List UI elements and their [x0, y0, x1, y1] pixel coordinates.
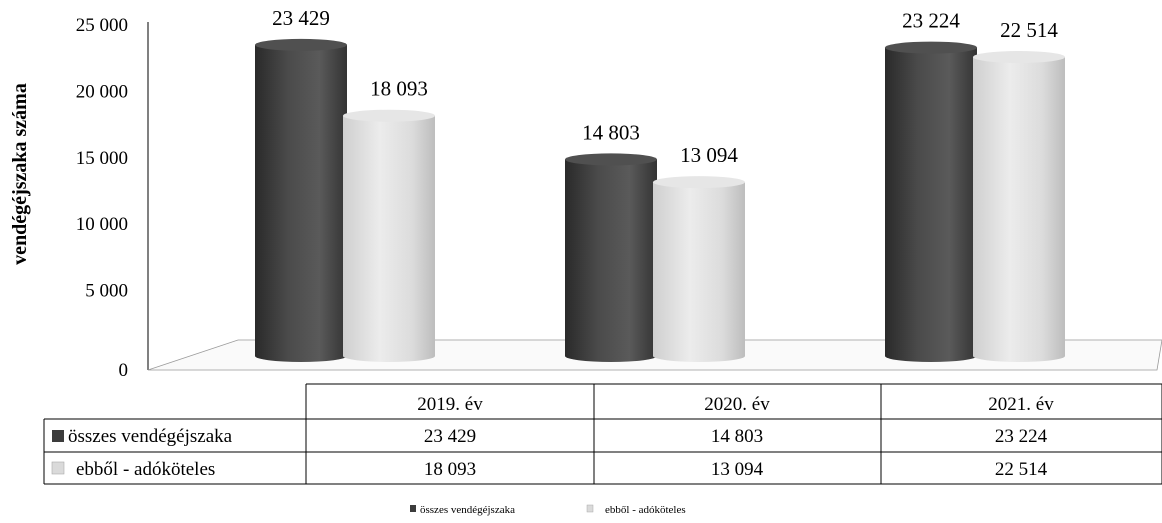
y-tick-label: 20 000 [76, 81, 128, 102]
table-cell: 23 429 [424, 426, 476, 447]
legend-key-series2 [586, 504, 594, 513]
table-cell: 22 514 [995, 459, 1048, 480]
table-row2-legend-key [51, 461, 65, 475]
data-label: 18 093 [370, 77, 428, 101]
bar-top-cap [565, 153, 657, 166]
bar-top-cap [343, 109, 435, 122]
legend-label-series2: ebből - adóköteles [605, 504, 686, 516]
table-row1-label: összes vendégéjszaka [68, 426, 233, 447]
bar-adokoteles-2 [973, 57, 1065, 363]
bar-osszes-2 [885, 47, 977, 363]
bar-osszes-0 [255, 44, 347, 362]
y-tick-label: 0 [119, 360, 129, 381]
data-label: 23 429 [272, 6, 330, 30]
bars-group [255, 38, 1065, 363]
y-tick-label: 15 000 [76, 148, 128, 169]
table-header-2020: 2020. év [704, 394, 770, 415]
table-row2-label: ebből - adóköteles [76, 459, 215, 480]
table-header-2019: 2019. év [417, 394, 483, 415]
legend-key-series1 [410, 505, 416, 512]
data-label: 23 224 [902, 9, 960, 33]
table-cell: 14 803 [711, 426, 763, 447]
y-axis-ticks: 0 5 000 10 000 15 000 20 000 25 000 [76, 15, 128, 381]
legend: összes vendégéjszaka ebből - adóköteles [410, 504, 686, 516]
bar-osszes-1 [565, 159, 657, 362]
table-row1-legend-key [52, 430, 64, 442]
data-label: 14 803 [582, 120, 640, 144]
table-header-2021: 2021. év [988, 394, 1054, 415]
table-cell: 23 224 [995, 426, 1048, 447]
y-axis-label: vendégéjszaka száma [9, 83, 31, 265]
y-tick-label: 10 000 [76, 214, 128, 235]
table-cell: 18 093 [424, 459, 476, 480]
bar-top-cap [973, 51, 1065, 64]
data-table [43, 383, 1162, 485]
bar-top-cap [653, 176, 745, 189]
table-cell: 13 094 [711, 459, 764, 480]
bar-adokoteles-1 [653, 182, 745, 362]
data-labels-group: 23 429 18 093 14 803 13 094 23 224 22 514 [272, 6, 1058, 167]
bar-adokoteles-0 [343, 115, 435, 362]
bar-top-cap [885, 41, 977, 54]
y-tick-label: 5 000 [85, 281, 128, 302]
bar-top-cap [255, 38, 347, 51]
legend-label-series1: összes vendégéjszaka [420, 504, 515, 516]
data-label: 13 094 [680, 143, 738, 167]
data-label: 22 514 [1000, 18, 1058, 42]
y-tick-label: 25 000 [76, 15, 128, 36]
